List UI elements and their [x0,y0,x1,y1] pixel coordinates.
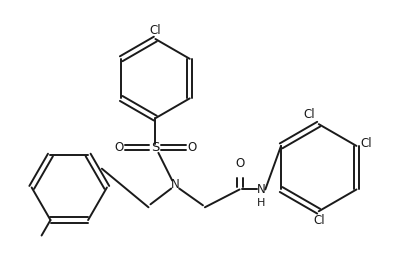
Text: S: S [151,141,160,154]
Text: Cl: Cl [313,214,325,227]
Text: O: O [235,157,244,170]
Text: H: H [257,198,266,208]
Text: O: O [187,141,196,154]
Text: Cl: Cl [303,108,315,121]
Text: Cl: Cl [360,137,372,150]
Text: O: O [114,141,123,154]
Text: N: N [257,183,266,196]
Text: N: N [171,178,180,191]
Text: Cl: Cl [150,24,161,37]
